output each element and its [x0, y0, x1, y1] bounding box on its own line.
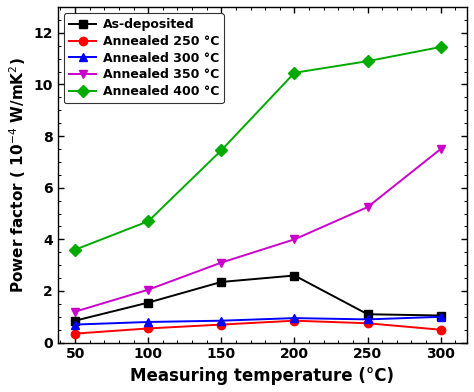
- Annealed 350 °C: [438, 147, 444, 151]
- Annealed 300 °C: [438, 314, 444, 319]
- Line: As-deposited: As-deposited: [71, 271, 445, 325]
- Annealed 350 °C: [292, 237, 297, 242]
- Annealed 400 °C: [72, 247, 78, 252]
- As-deposited: [292, 273, 297, 278]
- Y-axis label: Power factor ( 10$^{-4}$ W/mK$^2$): Power factor ( 10$^{-4}$ W/mK$^2$): [7, 57, 27, 293]
- Annealed 350 °C: [365, 205, 371, 209]
- As-deposited: [365, 312, 371, 317]
- As-deposited: [438, 313, 444, 318]
- As-deposited: [146, 300, 151, 305]
- Annealed 250 °C: [292, 318, 297, 323]
- X-axis label: Measuring temperature (°C): Measuring temperature (°C): [130, 367, 394, 385]
- Annealed 350 °C: [72, 309, 78, 314]
- Annealed 250 °C: [219, 322, 224, 327]
- Annealed 350 °C: [219, 260, 224, 265]
- Annealed 400 °C: [219, 148, 224, 152]
- Annealed 350 °C: [146, 287, 151, 292]
- Annealed 250 °C: [365, 321, 371, 326]
- Annealed 250 °C: [438, 327, 444, 332]
- Line: Annealed 300 °C: Annealed 300 °C: [71, 313, 445, 329]
- Line: Annealed 350 °C: Annealed 350 °C: [71, 145, 445, 316]
- Annealed 300 °C: [219, 318, 224, 323]
- As-deposited: [72, 318, 78, 323]
- Line: Annealed 400 °C: Annealed 400 °C: [71, 43, 445, 254]
- Annealed 250 °C: [72, 331, 78, 336]
- Annealed 400 °C: [365, 59, 371, 64]
- Annealed 300 °C: [146, 319, 151, 324]
- Annealed 300 °C: [292, 316, 297, 320]
- Annealed 400 °C: [146, 219, 151, 223]
- Annealed 300 °C: [365, 317, 371, 322]
- Annealed 400 °C: [292, 71, 297, 75]
- Annealed 400 °C: [438, 45, 444, 49]
- Annealed 250 °C: [146, 326, 151, 331]
- As-deposited: [219, 279, 224, 284]
- Legend: As-deposited, Annealed 250 °C, Annealed 300 °C, Annealed 350 °C, Annealed 400 °C: As-deposited, Annealed 250 °C, Annealed …: [64, 13, 224, 103]
- Annealed 300 °C: [72, 322, 78, 327]
- Line: Annealed 250 °C: Annealed 250 °C: [71, 316, 445, 338]
